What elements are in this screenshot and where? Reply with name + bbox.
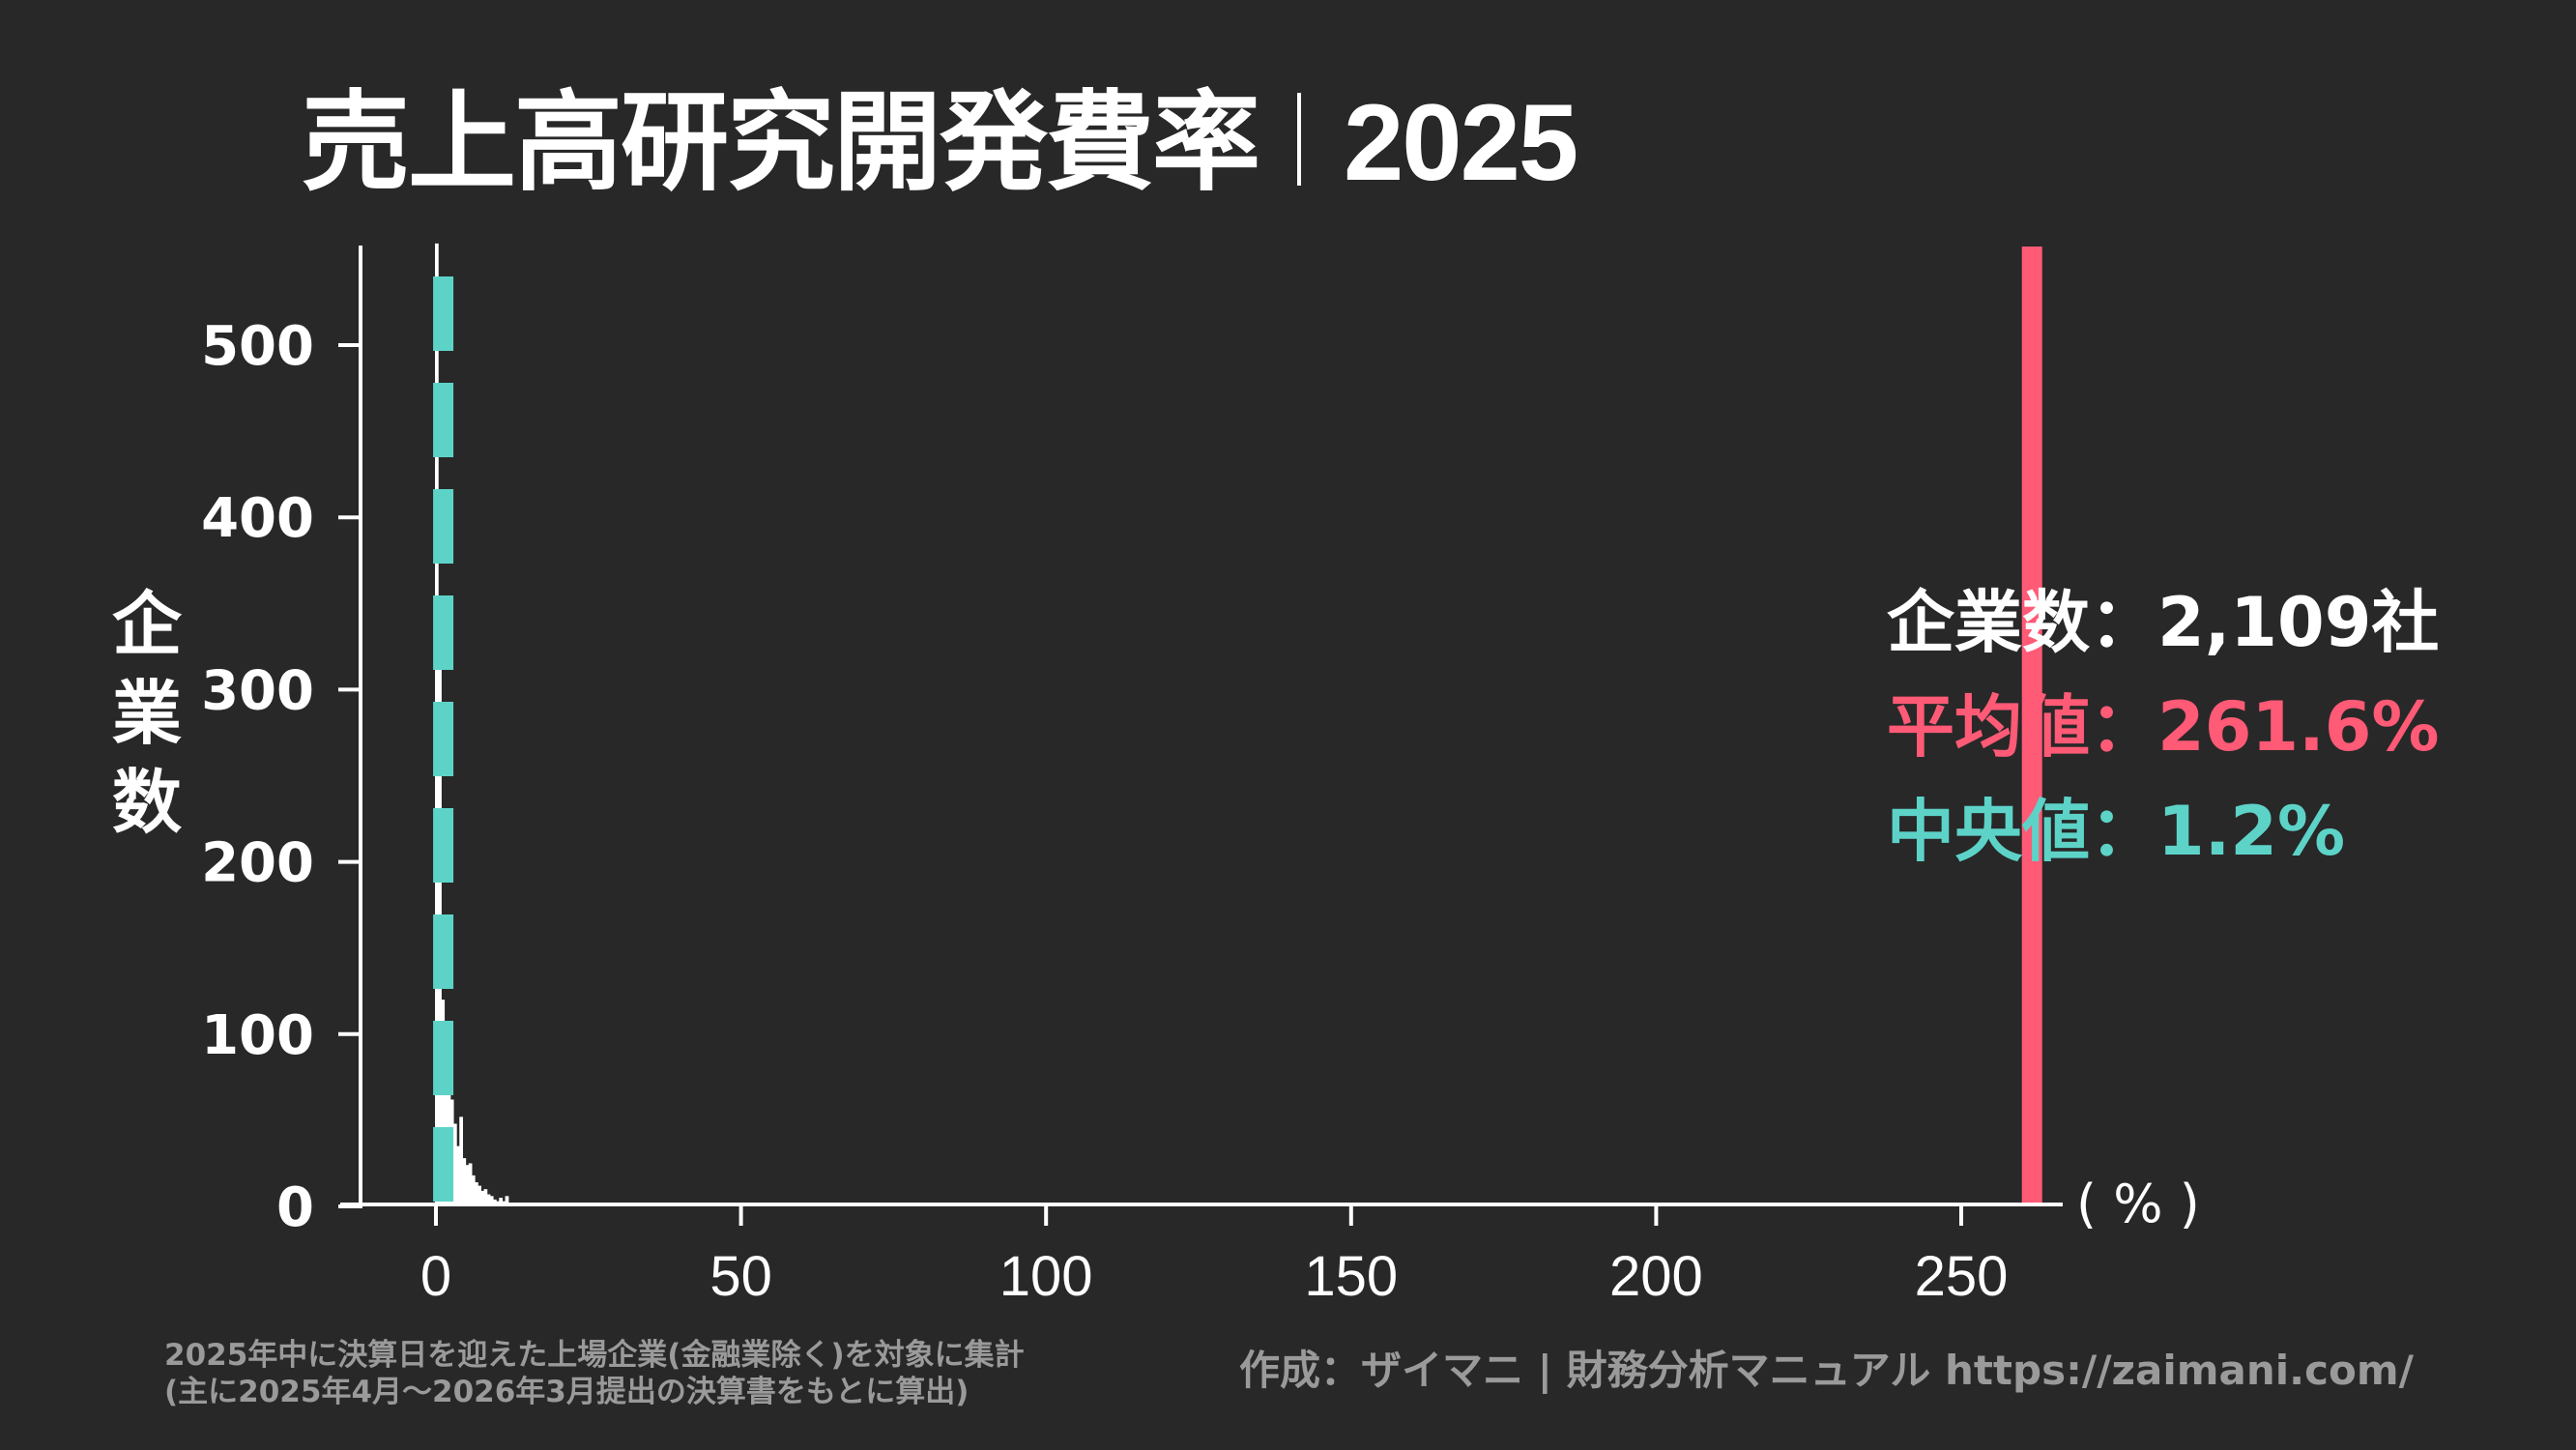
y-tick-label: 0 (276, 1176, 314, 1239)
histogram-bar (499, 1198, 504, 1206)
y-tick-label: 400 (201, 487, 314, 550)
stat-label: 平均値 (1887, 687, 2090, 767)
y-axis-label-char: 企 (111, 584, 182, 665)
x-tick-label: 50 (709, 1245, 772, 1308)
histogram-bar (478, 1185, 481, 1206)
histogram-bar (465, 1165, 470, 1206)
y-tick-label: 300 (201, 659, 314, 722)
credit: 作成：ザイマニ | 財務分析マニュアル https://zaimani.com/ (1239, 1347, 2414, 1394)
x-tick-label: 200 (1609, 1245, 1703, 1308)
histogram-bar (456, 1146, 460, 1206)
stat-company-count: 企業数：2,109社 (1887, 583, 2440, 662)
stat-mean: 平均値：261.6% (1887, 687, 2440, 767)
y-tick-label: 200 (201, 832, 314, 895)
footnote-line-2: (主に2025年4月〜2026年3月提出の決算書をもとに算出) (164, 1375, 970, 1409)
stat-value: 261.6% (2157, 687, 2440, 767)
x-tick-label: 150 (1304, 1245, 1398, 1308)
x-tick-label: 250 (1915, 1245, 2009, 1308)
y-tick-label: 100 (201, 1004, 314, 1067)
stat-label: 中央値 (1887, 792, 2090, 871)
histogram-bar (471, 1174, 476, 1206)
histogram-bar (468, 1163, 473, 1206)
y-tick-label: 500 (201, 315, 314, 378)
histogram-bar (441, 1000, 446, 1206)
histogram-bar (505, 1196, 509, 1206)
y-axis-label: 企 業 数 (108, 580, 186, 847)
title-separator (1297, 93, 1301, 186)
footnote: 2025年中に決算日を迎えた上場企業(金融業除く)を対象に集計 (主に2025年… (164, 1337, 1025, 1410)
title-year: 2025 (1344, 82, 1578, 203)
histogram-bar (486, 1194, 491, 1206)
footnote-line-1: 2025年中に決算日を迎えた上場企業(金融業除く)を対象に集計 (164, 1338, 1025, 1373)
y-axis-label-char: 業 (111, 673, 182, 754)
histogram-bar (452, 1123, 457, 1206)
histogram-bar (459, 1116, 464, 1206)
stats-panel: 企業数：2,109社 平均値：261.6% 中央値：1.2% (1887, 570, 2440, 884)
x-axis-unit: ( % ) (2076, 1174, 2200, 1234)
title-text: 売上高研究開発費率 (302, 82, 1260, 203)
histogram-bar (462, 1158, 467, 1206)
stat-value: 2,109社 (2157, 583, 2440, 662)
chart-title: 売上高研究開発費率 2025 (302, 82, 1578, 203)
stat-median: 中央値：1.2% (1887, 792, 2346, 871)
y-axis-label-char: 数 (111, 762, 182, 843)
histogram-bar (480, 1190, 485, 1206)
stat-label: 企業数 (1887, 583, 2090, 662)
x-tick-label: 0 (420, 1245, 451, 1308)
chart-axes: 0 100 200 300 400 500 0 50 100 150 200 250 (201, 246, 2063, 1308)
histogram-bar (475, 1182, 478, 1206)
stat-value: 1.2% (2157, 792, 2346, 871)
x-tick-label: 100 (999, 1245, 1093, 1308)
histogram-bar (489, 1196, 494, 1206)
histogram-bar (483, 1189, 488, 1206)
